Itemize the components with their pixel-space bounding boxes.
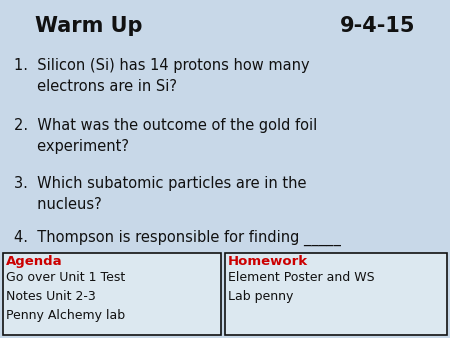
FancyBboxPatch shape <box>3 253 221 335</box>
Text: 4.  Thompson is responsible for finding _____: 4. Thompson is responsible for finding _… <box>14 230 341 246</box>
Text: Lab penny: Lab penny <box>228 290 293 303</box>
Text: Element Poster and WS: Element Poster and WS <box>228 271 374 284</box>
Text: Homework: Homework <box>228 255 308 268</box>
Text: Go over Unit 1 Test: Go over Unit 1 Test <box>6 271 125 284</box>
Text: Notes Unit 2-3: Notes Unit 2-3 <box>6 290 96 303</box>
FancyBboxPatch shape <box>225 253 447 335</box>
Text: 9-4-15: 9-4-15 <box>339 16 415 36</box>
Text: Warm Up: Warm Up <box>35 16 143 36</box>
Text: 2.  What was the outcome of the gold foil
     experiment?: 2. What was the outcome of the gold foil… <box>14 118 317 154</box>
Text: 3.  Which subatomic particles are in the
     nucleus?: 3. Which subatomic particles are in the … <box>14 176 306 212</box>
Text: Agenda: Agenda <box>6 255 63 268</box>
Text: 1.  Silicon (Si) has 14 protons how many
     electrons are in Si?: 1. Silicon (Si) has 14 protons how many … <box>14 58 310 94</box>
Text: Penny Alchemy lab: Penny Alchemy lab <box>6 309 125 322</box>
